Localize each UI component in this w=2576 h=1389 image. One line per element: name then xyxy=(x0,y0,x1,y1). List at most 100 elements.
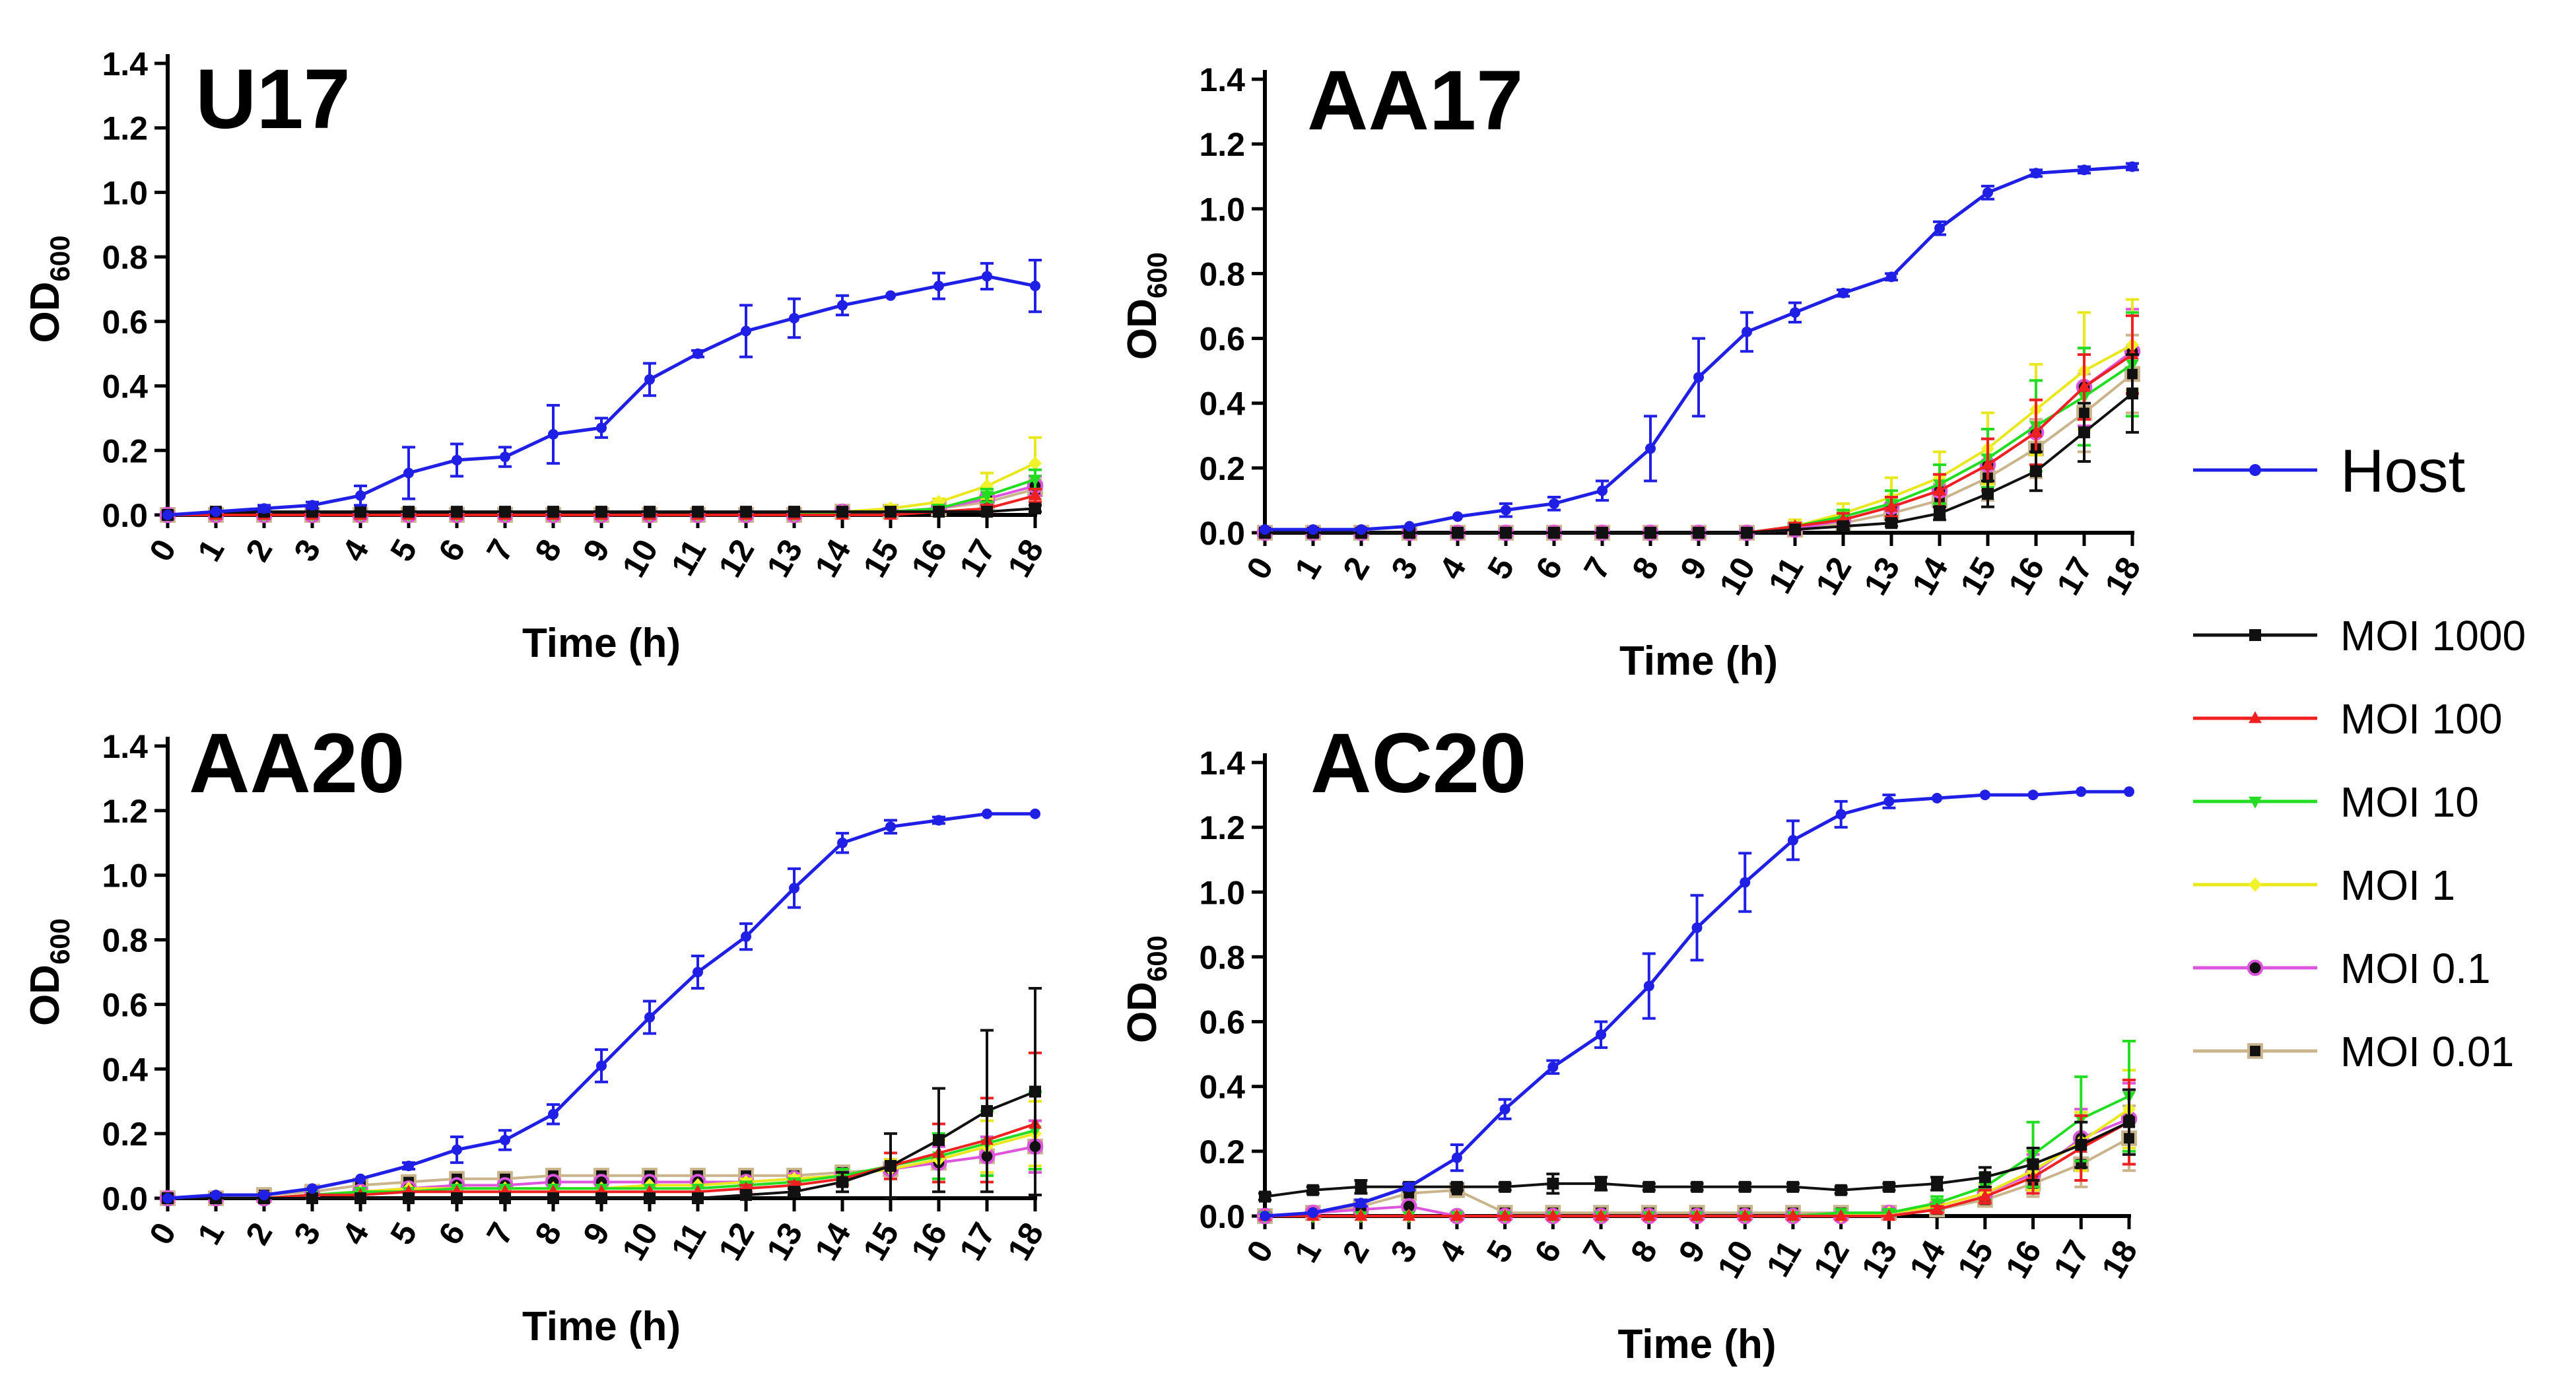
data-point xyxy=(2078,380,2091,392)
x-tick-label: 2 xyxy=(1336,1235,1376,1269)
data-point xyxy=(788,1186,800,1198)
x-tick-label: 18 xyxy=(1000,1217,1050,1267)
data-point xyxy=(933,506,945,518)
data-point xyxy=(2078,426,2090,438)
data-point xyxy=(836,506,848,518)
x-tick-label: 7 xyxy=(479,533,520,568)
data-point xyxy=(1930,1202,1944,1215)
x-tick-label: 6 xyxy=(1528,551,1569,586)
data-point xyxy=(1546,1209,1560,1221)
data-point xyxy=(1642,1209,1656,1221)
legend-label: MOI 1 xyxy=(2340,862,2455,909)
legend-label: MOI 10 xyxy=(2340,778,2479,826)
y-tick-label: 1.2 xyxy=(1199,126,1245,163)
data-point xyxy=(2031,168,2041,179)
data-point xyxy=(1356,524,1367,535)
y-tick-label: 0.4 xyxy=(102,368,148,405)
data-point xyxy=(1355,1180,1367,1193)
series-moi-0-1 xyxy=(1256,1081,2138,1225)
data-point xyxy=(595,506,607,518)
data-point xyxy=(1790,307,1800,318)
data-point xyxy=(1643,980,1654,992)
x-tick-label: 1 xyxy=(1287,1235,1328,1269)
data-point xyxy=(1029,456,1042,471)
data-point xyxy=(548,428,559,440)
series-line xyxy=(167,812,1035,1200)
data-point xyxy=(1307,1207,1318,1219)
y-tick-label: 0.6 xyxy=(1199,1004,1245,1041)
x-tick-label: 14 xyxy=(807,533,858,583)
legend-item-moi-10: MOI 10 xyxy=(2193,778,2479,826)
y-tick-label: 0.0 xyxy=(102,497,148,534)
data-point xyxy=(1645,443,1656,454)
x-tick-label: 7 xyxy=(1576,551,1617,586)
series-moi-0-01 xyxy=(1257,1104,2137,1224)
y-tick-label: 1.2 xyxy=(102,793,148,830)
data-point xyxy=(1594,1209,1608,1221)
x-tick-label: 12 xyxy=(711,1217,761,1267)
data-point xyxy=(982,808,992,819)
x-tick-label: 1 xyxy=(190,1217,231,1251)
data-point xyxy=(982,271,992,282)
data-point xyxy=(1789,524,1801,536)
data-point xyxy=(740,1189,752,1202)
data-point xyxy=(1643,1180,1655,1193)
data-point xyxy=(981,506,993,518)
data-point xyxy=(2123,1116,2135,1128)
data-point xyxy=(1933,483,1946,496)
data-point xyxy=(1983,187,1993,198)
series-line xyxy=(1265,1108,2130,1217)
y-tick-label: 0.8 xyxy=(102,922,148,959)
data-point xyxy=(1029,502,1041,515)
data-point xyxy=(837,837,848,848)
data-point xyxy=(885,290,896,301)
data-point xyxy=(403,1192,415,1204)
y-tick-label: 1.0 xyxy=(102,174,148,211)
data-point xyxy=(2027,1158,2039,1170)
x-tick-label: 16 xyxy=(904,533,954,584)
data-point xyxy=(259,503,269,514)
y-tick-label: 1.4 xyxy=(1199,61,1245,98)
legend-label: MOI 0.1 xyxy=(2340,945,2491,992)
data-point xyxy=(1354,1209,1368,1221)
y-tick-label: 1.2 xyxy=(1199,809,1245,846)
x-tick-label: 13 xyxy=(759,1217,809,1267)
data-point xyxy=(2126,387,2138,399)
data-point xyxy=(1451,1152,1462,1163)
data-point xyxy=(1886,271,1897,283)
x-tick-label: 4 xyxy=(335,1216,376,1250)
x-tick-label: 15 xyxy=(1950,1235,2000,1285)
y-axis-title: OD600 xyxy=(22,918,75,1026)
data-point xyxy=(451,506,463,518)
data-point xyxy=(355,490,366,501)
legend-swatch-marker xyxy=(2247,959,2264,976)
chart-title: U17 xyxy=(195,52,351,147)
data-point xyxy=(2124,786,2134,797)
data-point xyxy=(500,452,510,463)
data-point xyxy=(2127,161,2138,172)
x-tick-label: 0 xyxy=(1239,551,1280,586)
legend-item-moi-1000: MOI 1000 xyxy=(2193,612,2526,660)
x-tick-label: 0 xyxy=(1239,1235,1280,1269)
legend-label: MOI 1000 xyxy=(2340,612,2526,660)
legend-label: MOI 0.01 xyxy=(2340,1028,2514,1075)
data-point xyxy=(1742,326,1752,337)
data-point xyxy=(933,1134,945,1146)
x-tick-label: 13 xyxy=(759,533,809,584)
data-point xyxy=(355,1192,366,1204)
x-tick-label: 10 xyxy=(615,533,665,584)
x-tick-label: 14 xyxy=(807,1216,858,1266)
data-point xyxy=(1931,1177,1944,1190)
legend-swatch-marker xyxy=(2247,1043,2263,1059)
data-point xyxy=(2030,465,2042,477)
y-tick-label: 0.2 xyxy=(1199,450,1245,487)
data-point xyxy=(1595,1177,1608,1190)
x-tick-label: 2 xyxy=(238,1217,279,1251)
data-point xyxy=(1306,1184,1319,1196)
x-tick-label: 10 xyxy=(1712,551,1762,601)
x-tick-label: 17 xyxy=(2046,1235,2096,1285)
data-point xyxy=(741,325,751,337)
legend-swatch-marker xyxy=(2249,877,2262,892)
x-tick-label: 14 xyxy=(1902,1234,1952,1284)
x-tick-label: 5 xyxy=(383,1217,424,1251)
